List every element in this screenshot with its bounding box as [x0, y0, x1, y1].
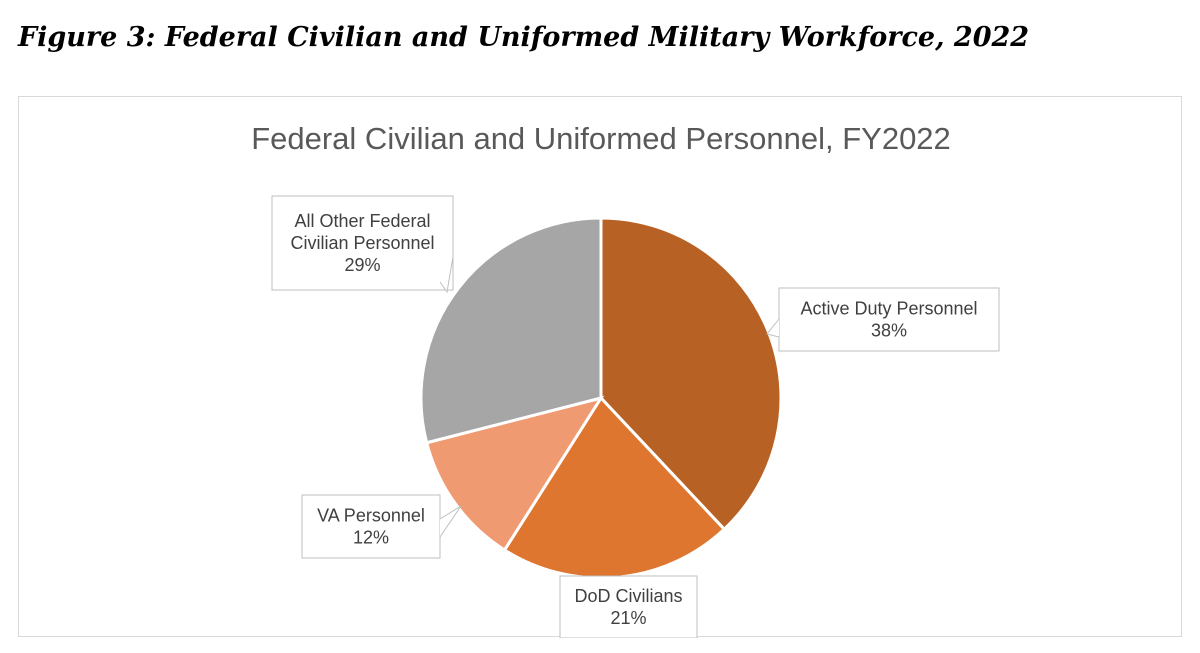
pie-slice-va-personnel: [424, 395, 605, 553]
pie-slice-all-other-federal-civilian-personnel: [419, 216, 603, 445]
data-label-value: 29%: [344, 255, 380, 275]
data-label-value: 21%: [610, 608, 646, 628]
data-label-category: VA Personnel: [317, 506, 425, 526]
callout-box: [301, 494, 441, 559]
chart-title: Federal Civilian and Uniformed Personnel…: [251, 121, 951, 156]
callout-box: [559, 575, 698, 638]
callout-box: [271, 195, 454, 291]
data-label-category: All Other Federal: [294, 211, 430, 231]
pie-chart: Federal Civilian and Uniformed Personnel…: [251, 121, 1000, 638]
chart-area: Federal Civilian and Uniformed Personnel…: [18, 96, 1182, 638]
callout-pointer: [439, 505, 462, 538]
data-label-value: 38%: [871, 321, 907, 341]
callout-pointer: [439, 256, 454, 294]
pie-slices: [419, 216, 783, 580]
data-label-category: DoD Civilians: [574, 586, 682, 606]
callout-box: [778, 287, 1000, 352]
data-label-category: Civilian Personnel: [290, 233, 434, 253]
data-label-value: 12%: [353, 528, 389, 548]
figure-caption: Figure 3: Federal Civilian and Uniformed…: [18, 22, 1030, 53]
data-label-category: Active Duty Personnel: [800, 299, 977, 319]
callout-pointer: [766, 318, 780, 338]
